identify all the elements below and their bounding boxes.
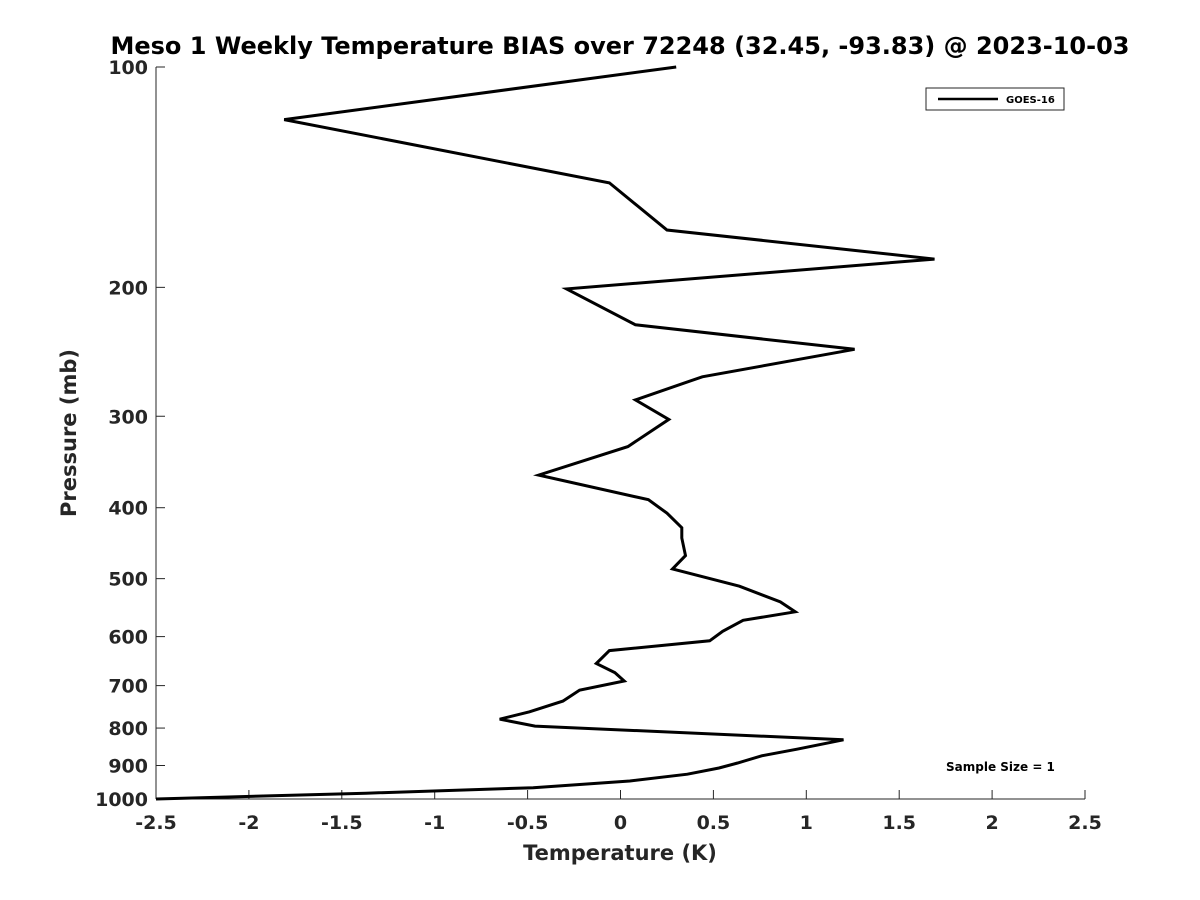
- sample-size-annotation: Sample Size = 1: [946, 760, 1055, 774]
- x-tick-label: -0.5: [507, 812, 549, 834]
- y-axis-ticks: 100 200 300 400 500 600 700 800 900 1000: [95, 57, 165, 811]
- x-tick-label: 0: [614, 812, 627, 834]
- y-tick-label: 900: [108, 756, 148, 778]
- x-axis-label: Temperature (K): [523, 841, 717, 865]
- y-tick-label: 200: [108, 277, 148, 299]
- y-tick-label: 400: [108, 498, 148, 520]
- x-tick-label: -2.5: [135, 812, 177, 834]
- x-tick-label: -1: [424, 812, 445, 834]
- y-tick-label: 1000: [95, 789, 148, 811]
- x-axis-ticks: -2.5 -2 -1.5 -1 -0.5 0 0.5 1 1.5 2 2.5: [135, 790, 1102, 834]
- y-tick-label: 800: [108, 718, 148, 740]
- x-tick-label: 0.5: [697, 812, 731, 834]
- legend: GOES-16: [925, 87, 1065, 111]
- x-tick-label: -2: [238, 812, 259, 834]
- y-tick-label: 600: [108, 627, 148, 649]
- series-layer: [155, 65, 935, 801]
- y-axis-label: Pressure (mb): [57, 349, 81, 517]
- x-tick-label: -1.5: [321, 812, 363, 834]
- y-tick-label: 700: [108, 676, 148, 698]
- x-tick-label: 1: [800, 812, 813, 834]
- x-tick-label: 2.5: [1068, 812, 1102, 834]
- series-line-goes-16: [155, 65, 935, 801]
- y-tick-label: 300: [108, 406, 148, 428]
- legend-label-goes-16: GOES-16: [1006, 95, 1055, 106]
- y-tick-label: 500: [108, 569, 148, 591]
- y-tick-label: 100: [108, 57, 148, 79]
- x-tick-label: 2: [985, 812, 998, 834]
- chart-title: Meso 1 Weekly Temperature BIAS over 7224…: [110, 32, 1129, 60]
- x-tick-label: 1.5: [882, 812, 916, 834]
